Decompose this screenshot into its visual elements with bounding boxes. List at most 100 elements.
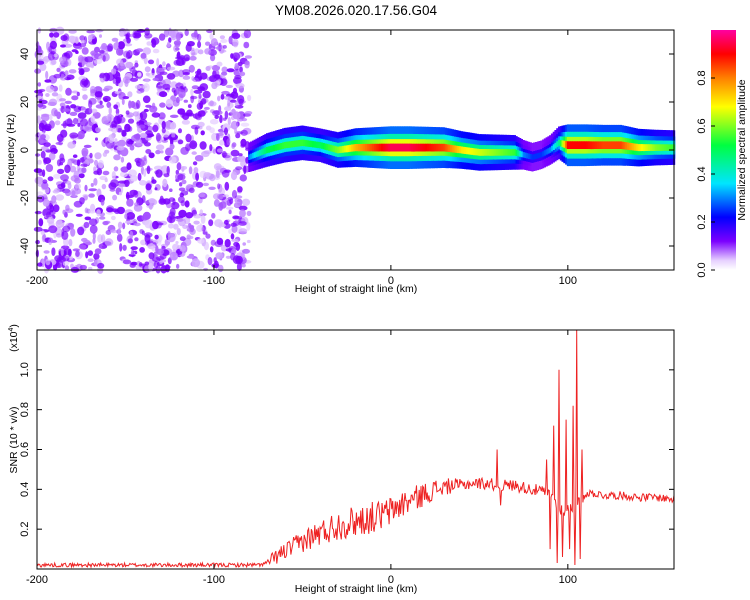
spectrogram-noise-cell <box>247 94 252 102</box>
spectrogram-noise-cell <box>46 41 50 51</box>
spectrogram-ridge-cell <box>634 143 637 151</box>
spectrogram-ridge-cell <box>425 143 428 152</box>
spectrogram-ridge-cell <box>287 141 290 148</box>
spectrogram-noise-cell <box>200 130 205 136</box>
spectrogram-ridge-cell <box>527 153 531 159</box>
spectrogram-noise-cell <box>178 187 186 192</box>
spectrogram-noise-cell <box>235 218 239 222</box>
colorbar-tick-label: 0.6 <box>696 118 708 133</box>
spectrogram-ridge-cell <box>338 146 341 154</box>
spectrogram-ridge-cell <box>501 149 504 156</box>
spectrogram-noise-cell <box>62 108 71 112</box>
spectrogram-noise-cell <box>68 29 77 34</box>
spectrogram-noise-cell <box>230 149 240 157</box>
spectrogram-noise-cell <box>60 174 69 182</box>
spectrogram-ridge-cell <box>593 141 596 149</box>
spectrogram-ridge-cell <box>356 144 359 152</box>
spectrogram-noise-cell <box>209 75 217 83</box>
spectrogram-noise-cell <box>215 170 220 179</box>
spectrogram-noise-cell <box>117 228 121 235</box>
spectrogram-ridge-cell <box>336 146 339 154</box>
spectrogram-noise-cell <box>138 124 146 129</box>
spectrogram-ridge-cell <box>370 143 373 152</box>
spectrogram-noise-cell <box>50 59 57 65</box>
svg-text:(x104): (x104) <box>8 324 20 352</box>
spectrogram-noise-cell <box>128 100 132 109</box>
spectrogram-noise-cell <box>87 250 94 256</box>
spectrogram-noise-cell <box>192 77 199 83</box>
spectrogram-ridge-cell <box>441 143 444 152</box>
spectrogram-ridge-cell <box>421 143 424 152</box>
spectrogram-ridge-cell <box>455 145 458 153</box>
spectrogram-noise-cell <box>118 191 122 196</box>
spectrogram-noise-cell <box>139 111 148 120</box>
spectrogram-ridge-cell <box>267 146 270 153</box>
spectrogram-noise-cell <box>209 100 214 107</box>
spectrogram-noise-cell <box>203 241 209 251</box>
spectrogram-noise-cell <box>71 95 79 101</box>
spectrogram-noise-cell <box>188 64 195 73</box>
spectrogram-noise-cell <box>231 32 241 40</box>
spectrogram-noise-cell <box>202 182 209 187</box>
spectrogram-noise-cell <box>144 142 151 147</box>
spectrogram-noise-cell <box>93 253 100 260</box>
spectrogram-noise-cell <box>245 156 250 164</box>
spectrogram-ridge-cell <box>602 141 605 149</box>
spectrogram-noise-cell <box>111 171 116 180</box>
spectrogram-ridge-cell <box>494 149 497 156</box>
spectrogram-noise-cell <box>99 34 102 38</box>
spectrogram-noise-cell <box>177 174 186 181</box>
spectrogram-noise-cell <box>131 248 135 258</box>
spectrogram-ridge-cell <box>296 140 299 147</box>
spectrogram-ridge-cell <box>589 141 592 150</box>
spectrogram-noise-cell <box>125 110 130 115</box>
spectrogram-ridge-cell <box>391 143 394 152</box>
spectrogram-noise-cell <box>164 120 173 130</box>
spectrogram-noise-cell <box>81 150 88 157</box>
spectrogram-noise-cell <box>203 172 212 177</box>
spectrogram-noise-cell <box>65 50 73 59</box>
spectrogram-ridge-cell <box>414 143 417 152</box>
spectrogram-noise-cell <box>81 60 85 67</box>
spectrogram-ridge-cell <box>619 141 623 149</box>
spectrogram-noise-cell <box>88 107 93 114</box>
spectrogram-ridge-cell <box>540 152 543 158</box>
spectrogram-noise-cell <box>157 85 163 89</box>
spectrogram-ridge-cell <box>368 143 371 152</box>
spectrogram-noise-cell <box>193 89 203 94</box>
spectrogram-noise-cell <box>86 30 96 34</box>
spectrogram-noise-cell <box>230 171 238 181</box>
spectrogram-noise-cell <box>126 32 131 39</box>
spectrogram-noise-cell <box>96 209 101 217</box>
spectrogram-ridge-cell <box>331 145 334 152</box>
spectrogram-noise-cell <box>136 48 144 53</box>
spectrogram-noise-cell <box>94 159 98 166</box>
spectrogram-noise-cell <box>61 230 69 240</box>
spectrogram-noise-cell <box>83 144 92 148</box>
snr-panel: -200 -100 0 100 0.2 0.4 0.6 0.8 1.0 Height of s… <box>8 324 675 595</box>
spectrogram-noise-cell <box>139 229 144 234</box>
spectrogram-noise-cell <box>101 115 110 124</box>
spectrogram-ridge-cell <box>347 145 350 153</box>
spectrogram-ridge-cell <box>282 142 285 149</box>
spectrogram-noise-cell <box>216 148 223 153</box>
spectrogram-noise-cell <box>99 45 108 51</box>
spectrogram-noise-cell <box>60 129 68 138</box>
spectrogram-noise-cell <box>173 40 181 46</box>
spectrogram-noise-cell <box>126 162 132 170</box>
spectrogram-noise-cell <box>200 215 206 224</box>
spectrogram-noise-cell <box>226 68 235 73</box>
spectrogram-noise-cell <box>129 145 135 151</box>
spectrogram-noise-cell <box>234 100 239 108</box>
spectrogram-noise-cell <box>202 90 211 99</box>
spectrogram-ridge-cell <box>301 139 304 146</box>
spectrogram-noise-cell <box>118 48 124 56</box>
spectrogram-noise-cell <box>232 38 239 48</box>
spectrogram-ridge-cell <box>250 153 253 160</box>
spectrogram-noise-cell <box>117 221 123 229</box>
spectrogram-noise-cell <box>166 41 171 48</box>
spectrogram-noise-cell <box>228 36 233 45</box>
spectrogram-noise-cell <box>75 250 80 257</box>
spectrogram-noise-cell <box>134 237 139 242</box>
spectrogram-noise-cell <box>119 243 123 252</box>
